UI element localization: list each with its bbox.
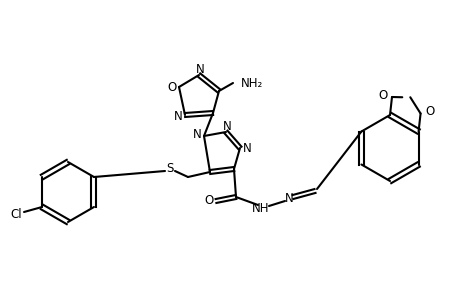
Text: N: N	[195, 62, 204, 76]
Text: N: N	[192, 128, 201, 142]
Text: O: O	[378, 88, 387, 101]
Text: O: O	[167, 80, 176, 94]
Text: O: O	[424, 105, 433, 118]
Text: NH₂: NH₂	[241, 76, 263, 89]
Text: N: N	[284, 193, 293, 206]
Text: NH: NH	[252, 202, 269, 215]
Text: O: O	[204, 194, 213, 208]
Text: N: N	[222, 119, 231, 133]
Text: Cl: Cl	[10, 208, 22, 221]
Text: N: N	[242, 142, 251, 154]
Text: N: N	[173, 110, 182, 124]
Text: S: S	[166, 163, 174, 176]
